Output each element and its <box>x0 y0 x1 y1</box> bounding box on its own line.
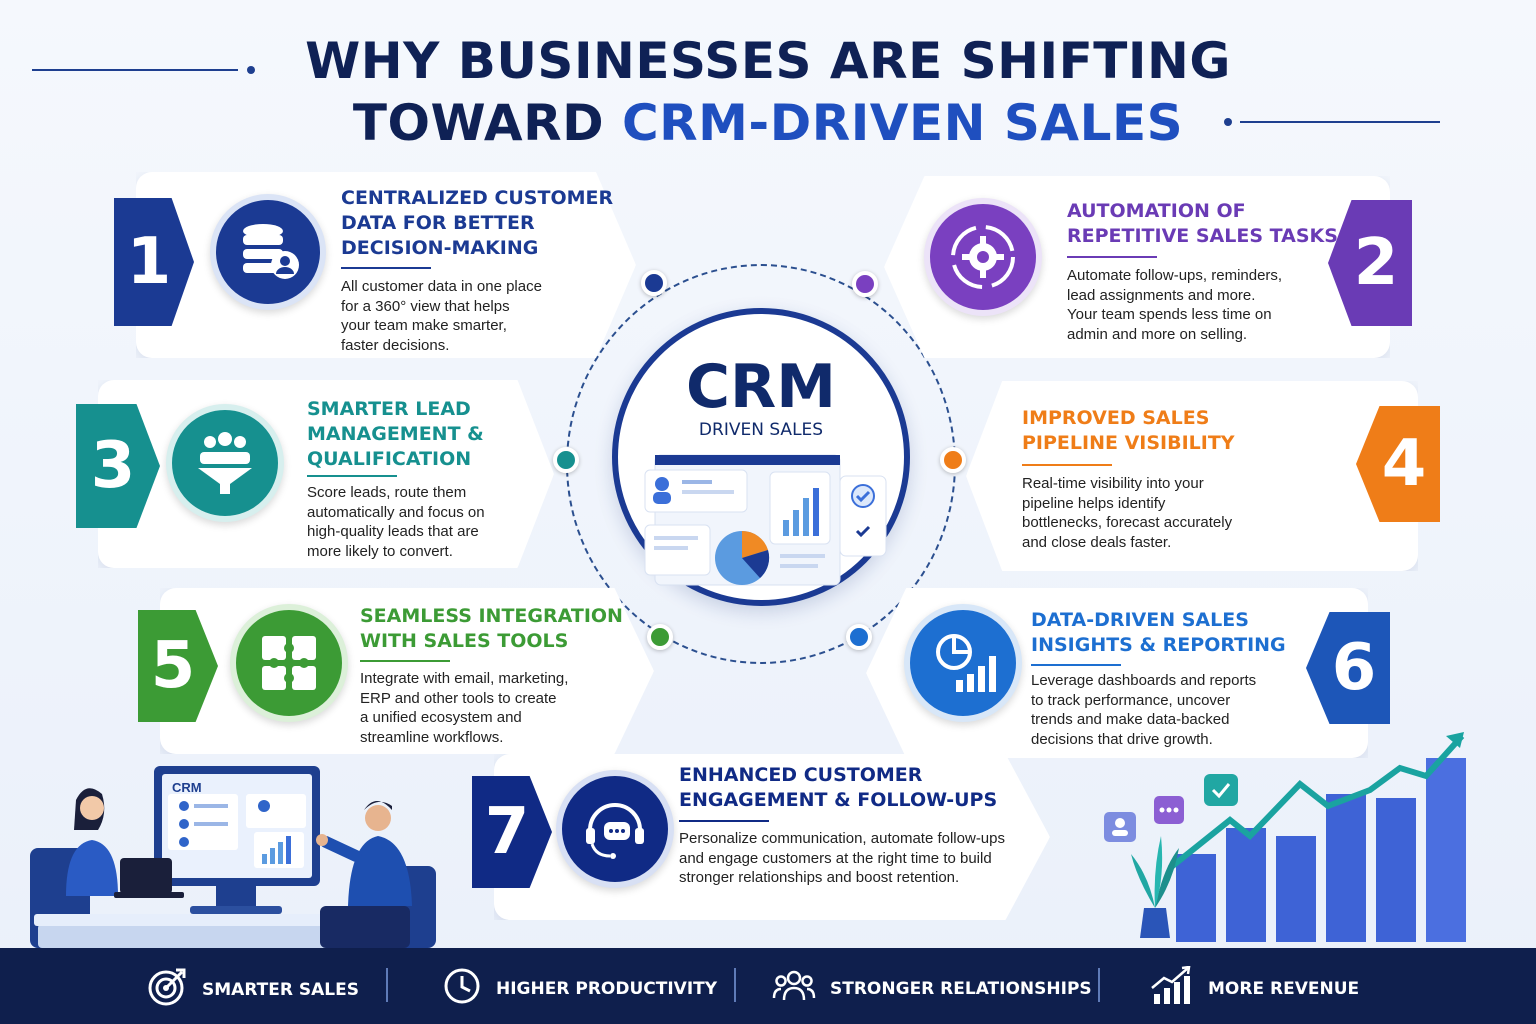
card-desc-2: Automate follow-ups, reminders, lead ass… <box>1067 267 1283 343</box>
card-title-2: Automation of Repetitive Sales Tasks <box>1067 200 1338 247</box>
card-desc-4: Real-time visibility into your pipeline … <box>1022 475 1233 551</box>
monitor-crm-label: CRM <box>172 780 202 795</box>
gear-cycle-icon <box>924 198 1042 316</box>
footer-separator-1 <box>386 968 388 1002</box>
target-icon <box>146 966 188 1013</box>
orbit-node-3 <box>553 447 579 473</box>
card-rule-2 <box>1067 256 1157 258</box>
card-title-4: Improved Sales Pipeline Visibility <box>1022 407 1235 454</box>
card-rule-3 <box>307 475 397 477</box>
footer-item-smarter-sales: SMARTER SALES <box>146 966 359 1013</box>
orbit-node-1 <box>641 270 667 296</box>
team-at-crm-monitor-illustration <box>30 766 436 948</box>
footer-label-stronger-relationships: STRONGER RELATIONSHIPS <box>830 978 1092 999</box>
page-title-line1: WHY BUSINESSES ARE SHIFTING <box>305 32 1231 90</box>
page-title-highlight: CRM-DRIVEN SALES <box>621 94 1184 152</box>
card-desc-1: All customer data in one place for a 360… <box>341 278 542 354</box>
footer-item-higher-productivity: HIGHER PRODUCTIVITY <box>442 966 717 1011</box>
footer-item-stronger-relationships: STRONGER RELATIONSHIPS <box>772 966 1092 1011</box>
card-number-2: 2 <box>1328 200 1412 326</box>
footer-label-smarter-sales: SMARTER SALES <box>202 979 359 1000</box>
footer-label-more-revenue: MORE REVENUE <box>1208 978 1360 999</box>
footer-separator-2 <box>734 968 736 1002</box>
title-deco-dot-left <box>247 66 255 74</box>
center-title: CRM <box>686 352 836 422</box>
clock-icon <box>442 966 482 1011</box>
card-rule-4 <box>1022 464 1112 466</box>
revenue-growth-illustration <box>1104 732 1466 942</box>
card-title-1: Centralized Customer Data for Better Dec… <box>341 187 614 259</box>
card-rule-7 <box>679 820 769 822</box>
card-title-7: Enhanced Customer Engagement & Follow-Up… <box>679 764 998 811</box>
title-deco-line-left <box>32 69 238 71</box>
headset-chat-icon <box>556 770 674 888</box>
card-rule-5 <box>360 660 450 662</box>
pie-bar-chart-icon <box>904 604 1022 722</box>
people-icon <box>772 966 816 1011</box>
orbit-node-4 <box>940 447 966 473</box>
card-title-5: Seamless Integration with Sales Tools <box>360 605 623 652</box>
crm-dashboard-illustration <box>644 454 887 586</box>
orbit-node-2 <box>852 271 878 297</box>
card-rule-6 <box>1031 664 1121 666</box>
card-title-6: Data-Driven Sales Insights & Reporting <box>1031 609 1286 656</box>
funnel-people-icon <box>166 404 284 522</box>
orbit-node-6 <box>846 624 872 650</box>
benefit-card-4 <box>966 381 1418 571</box>
footer-bar <box>0 948 1536 1024</box>
database-user-icon <box>210 194 326 310</box>
footer-separator-3 <box>1098 968 1100 1002</box>
card-desc-3: Score leads, route them automatically an… <box>307 484 485 560</box>
card-rule-1 <box>341 267 431 269</box>
card-desc-6: Leverage dashboards and reports to track… <box>1031 672 1257 748</box>
center-subtitle: DRIVEN SALES <box>698 420 824 440</box>
card-desc-5: Integrate with email, marketing, ERP and… <box>360 670 569 746</box>
title-deco-dot-right <box>1224 118 1232 126</box>
card-desc-7: Personalize communication, automate foll… <box>679 830 1005 886</box>
footer-item-more-revenue: MORE REVENUE <box>1150 965 1360 1011</box>
page-title-line2: TOWARD CRM-DRIVEN SALES <box>352 94 1184 152</box>
title-deco-line-right <box>1240 121 1440 123</box>
orbit-node-5 <box>647 624 673 650</box>
puzzle-icon <box>230 604 348 722</box>
growth-chart-icon <box>1150 965 1194 1011</box>
card-title-3: Smarter Lead Management & Qualification <box>307 398 484 470</box>
footer-label-higher-productivity: HIGHER PRODUCTIVITY <box>496 978 718 999</box>
